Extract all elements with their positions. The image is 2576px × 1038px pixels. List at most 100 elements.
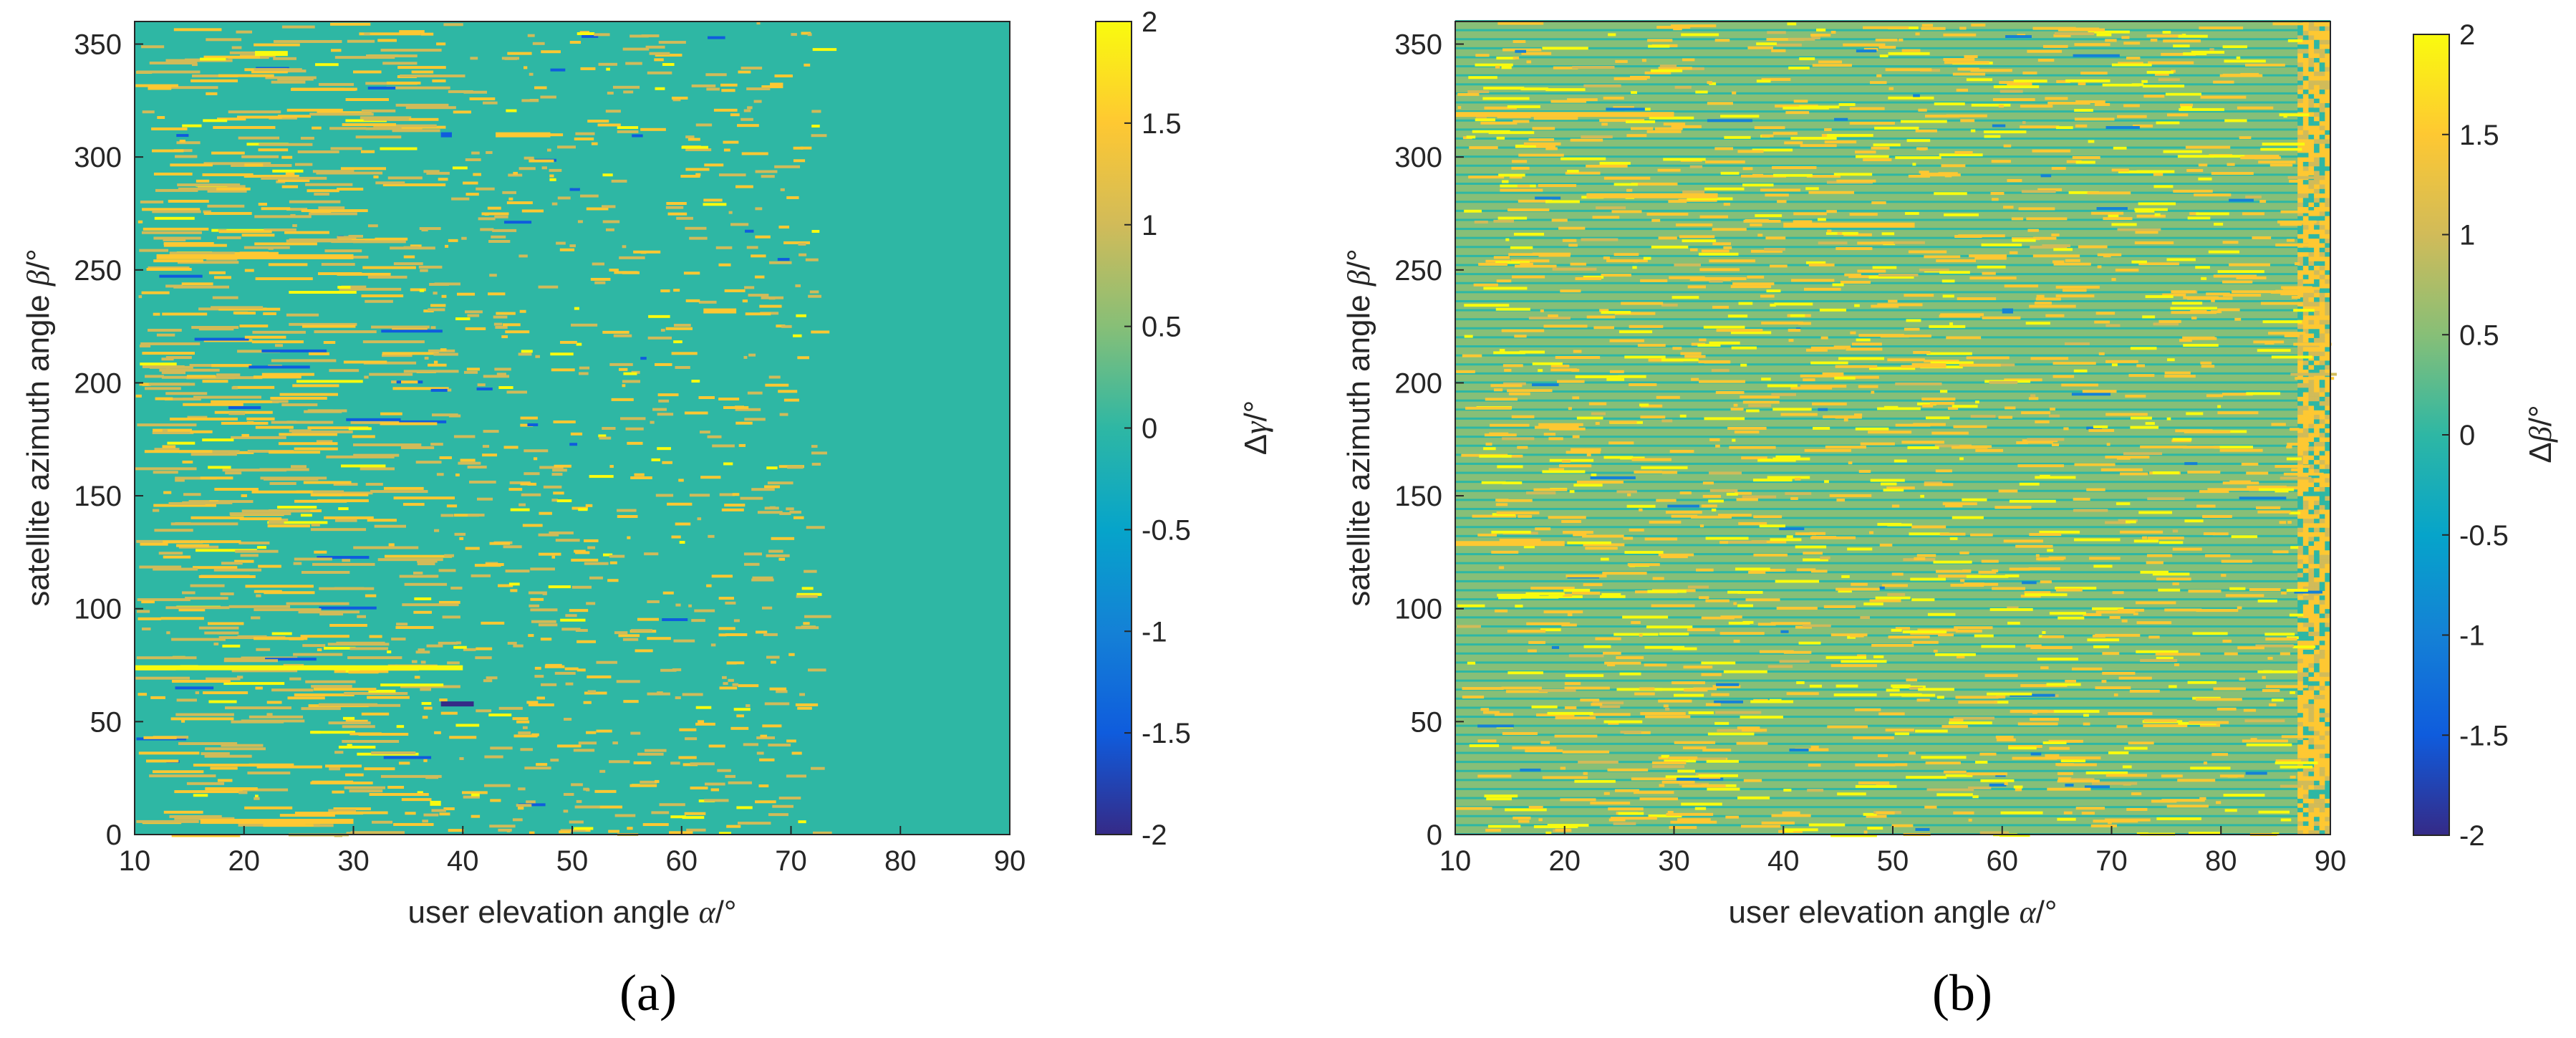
- heatmap-cell: [1863, 830, 1868, 834]
- heatmap-cell: [571, 783, 583, 787]
- heatmap-cell: [2319, 148, 2325, 153]
- heatmap-cell: [1949, 537, 1958, 540]
- heatmap-cell: [2325, 451, 2331, 456]
- heatmap-cell: [277, 77, 314, 81]
- heatmap-cell: [2302, 518, 2309, 524]
- heatmap-cell: [2222, 393, 2253, 396]
- heatmap-cell: [1871, 146, 1890, 150]
- heatmap-cell: [2314, 482, 2320, 487]
- heatmap-cell: [2222, 280, 2253, 284]
- heatmap-cell: [287, 696, 325, 700]
- heatmap-cell: [2308, 256, 2315, 261]
- heatmap-cell: [463, 795, 480, 799]
- heatmap-cell: [2011, 217, 2024, 221]
- heatmap-cell: [2325, 256, 2331, 261]
- heatmap-cell: [2325, 455, 2331, 461]
- heatmap-cell: [2244, 155, 2280, 158]
- heatmap-cell: [162, 445, 176, 448]
- heatmap-cell: [404, 582, 448, 586]
- heatmap-cell: [202, 438, 234, 442]
- heatmap-cell: [2325, 261, 2331, 266]
- heatmap-cell: [1515, 605, 1523, 608]
- heatmap-cell: [2055, 294, 2095, 298]
- heatmap-cell: [2009, 251, 2018, 254]
- heatmap-cell: [1959, 27, 1967, 30]
- heatmap-cell: [2325, 825, 2331, 831]
- heatmap-cell: [170, 522, 238, 526]
- heatmap-cell: [1919, 268, 1949, 271]
- heatmap-cell: [761, 85, 783, 89]
- heatmap-cell: [666, 202, 687, 206]
- heatmap-cell: [278, 179, 310, 183]
- heatmap-cell: [1716, 683, 1740, 686]
- heatmap-cell: [2025, 644, 2042, 648]
- heatmap-cell: [2063, 427, 2069, 431]
- heatmap-cell: [1734, 431, 1760, 434]
- heatmap-cell: [648, 314, 670, 318]
- heatmap-stripe: [1455, 309, 2330, 312]
- heatmap-cell: [2325, 179, 2331, 185]
- heatmap-cell: [423, 813, 439, 817]
- heatmap-cell: [2302, 410, 2309, 415]
- heatmap-cell: [311, 685, 352, 688]
- heatmap-cell: [1521, 52, 1552, 55]
- heatmap-cell: [1984, 674, 2018, 678]
- heatmap-cell: [428, 363, 447, 367]
- heatmap-cell: [2325, 645, 2331, 650]
- heatmap-cell: [2325, 437, 2331, 442]
- heatmap-cell: [1962, 570, 1972, 573]
- heatmap-cell: [2074, 43, 2111, 47]
- heatmap-cell: [552, 468, 567, 472]
- heatmap-cell: [2319, 30, 2325, 36]
- heatmap-cell: [2048, 414, 2060, 418]
- heatmap-cell: [2109, 615, 2121, 619]
- heatmap-cell: [2113, 693, 2118, 697]
- heatmap-cell: [2302, 48, 2309, 54]
- heatmap-cell: [1975, 400, 1979, 404]
- heatmap-cell: [513, 171, 518, 175]
- heatmap-cell: [1904, 294, 1934, 297]
- heatmap-cell: [1593, 326, 1614, 330]
- heatmap-feature: [1455, 112, 1674, 117]
- heatmap-cell: [2325, 53, 2331, 58]
- heatmap-cell: [2297, 310, 2304, 316]
- heatmap-cell: [2314, 220, 2320, 226]
- heatmap-cell: [318, 703, 378, 706]
- heatmap-cell: [1663, 122, 1686, 126]
- colorbar-tick-label: -2: [2459, 820, 2485, 852]
- heatmap-cell: [1810, 361, 1848, 365]
- heatmap-cell: [2224, 59, 2266, 63]
- heatmap-cell: [793, 159, 806, 163]
- heatmap-cell: [2314, 269, 2320, 275]
- heatmap-cell: [2308, 234, 2315, 239]
- heatmap-cell: [2314, 451, 2320, 456]
- heatmap-cell: [2117, 608, 2145, 612]
- heatmap-cell: [173, 28, 222, 32]
- heatmap-cell: [211, 306, 264, 309]
- heatmap-cell: [2308, 504, 2315, 510]
- heatmap-cell: [540, 95, 556, 99]
- heatmap-cell: [520, 416, 538, 420]
- heatmap-cell: [476, 709, 492, 713]
- heatmap-cell: [1629, 383, 1657, 387]
- heatmap-cell: [162, 429, 168, 433]
- heatmap-cell: [169, 814, 222, 818]
- heatmap-cell: [2020, 105, 2053, 108]
- heatmap-cell: [1971, 103, 2011, 107]
- heatmap-cell: [2302, 314, 2309, 320]
- heatmap-cell: [1857, 269, 1886, 273]
- heatmap-cell: [337, 188, 364, 191]
- heatmap-cell: [1599, 309, 1609, 312]
- heatmap-cell: [2275, 243, 2320, 246]
- heatmap-cell: [161, 375, 191, 379]
- heatmap-cell: [1800, 385, 1847, 388]
- heatmap-cell: [1661, 419, 1673, 423]
- heatmap-cell: [2308, 229, 2315, 234]
- heatmap-cell: [2325, 821, 2331, 826]
- heatmap-cell: [228, 406, 261, 410]
- heatmap-cell: [685, 299, 700, 302]
- heatmap-cell: [2319, 586, 2325, 591]
- heatmap-cell: [1613, 183, 1639, 186]
- heatmap-cell: [2297, 432, 2304, 438]
- heatmap-cell: [2100, 468, 2143, 471]
